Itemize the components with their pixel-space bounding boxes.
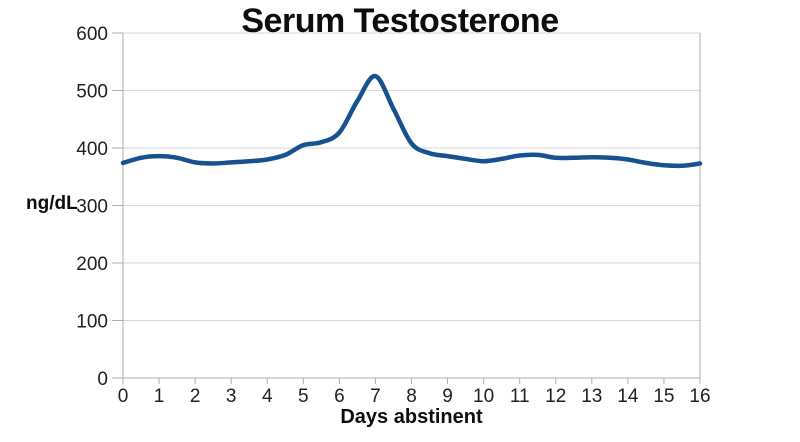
x-tick-label: 3 (226, 386, 237, 407)
y-axis-title: ng/dL (26, 193, 78, 214)
x-tick-label: 8 (406, 386, 417, 407)
x-tick-label: 0 (118, 386, 129, 407)
x-tick-label: 6 (334, 386, 345, 407)
chart-title: Serum Testosterone (241, 2, 559, 40)
y-tick-label: 600 (76, 24, 108, 45)
x-tick-label: 15 (653, 386, 674, 407)
series-line (120, 73, 703, 169)
x-tick-label: 4 (262, 386, 273, 407)
x-tick-label: 2 (190, 386, 201, 407)
x-tick-label: 9 (442, 386, 453, 407)
y-tick-label: 500 (76, 82, 108, 103)
x-tick-label: 12 (545, 386, 566, 407)
x-tick-label: 10 (473, 386, 494, 407)
y-tick-label: 100 (76, 312, 108, 333)
y-tick-label: 400 (76, 139, 108, 160)
x-tick-label: 14 (617, 386, 639, 407)
x-tick-label: 16 (689, 386, 710, 407)
x-tick-label: 5 (298, 386, 309, 407)
x-tick-label: 7 (370, 386, 381, 407)
x-axis-title: Days abstinent (340, 406, 483, 428)
x-tick-label: 11 (510, 386, 530, 407)
x-tick-label: 1 (154, 386, 165, 407)
y-tick-label: 200 (76, 254, 108, 275)
x-tick-label: 13 (581, 386, 602, 407)
y-tick-label: 0 (97, 369, 108, 390)
y-tick-label: 300 (76, 197, 108, 218)
